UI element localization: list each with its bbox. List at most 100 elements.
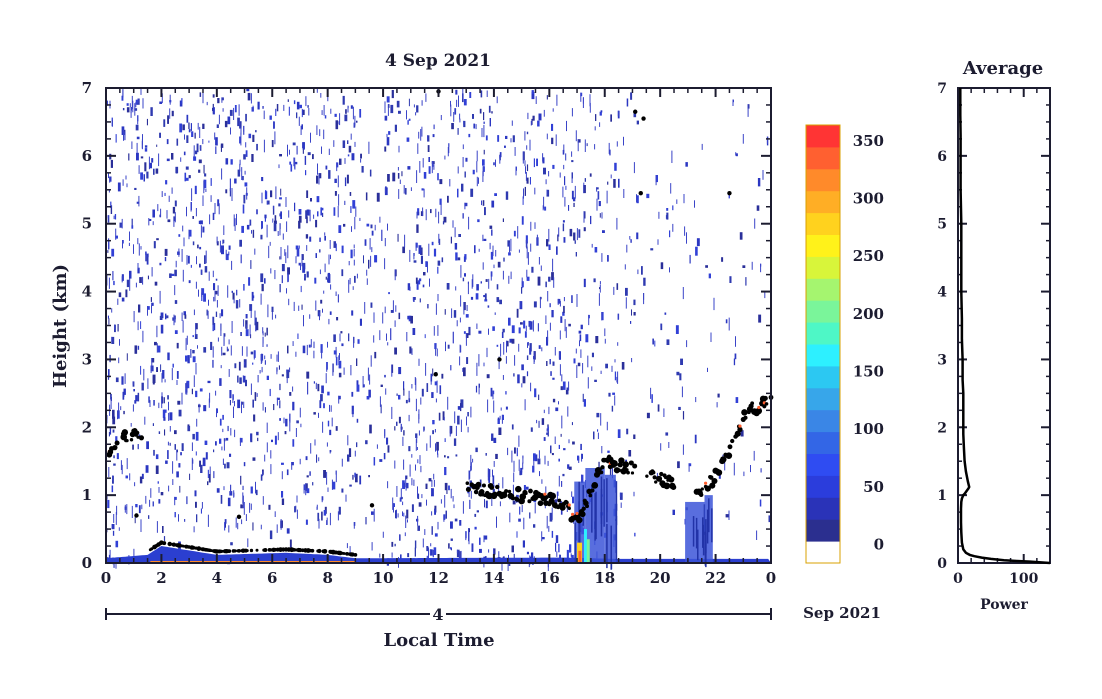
background-noise-pixel <box>425 93 427 102</box>
background-noise-pixel <box>732 99 734 106</box>
background-noise-pixel <box>202 195 204 206</box>
background-noise-pixel <box>110 205 113 214</box>
background-noise-pixel <box>582 393 584 402</box>
background-noise-pixel <box>740 430 744 437</box>
background-noise-pixel <box>513 472 515 483</box>
background-noise-pixel <box>624 264 626 270</box>
background-noise-pixel <box>415 242 418 248</box>
precipitation-streak <box>706 509 709 544</box>
background-noise-pixel <box>165 313 167 320</box>
background-noise-pixel <box>306 190 309 198</box>
background-noise-pixel <box>616 283 619 290</box>
background-noise-pixel <box>194 150 198 155</box>
background-noise-pixel <box>354 115 356 126</box>
profile-frame <box>957 87 1051 564</box>
background-noise-pixel <box>126 353 128 361</box>
background-noise-pixel <box>260 354 262 364</box>
background-noise-pixel <box>344 114 348 122</box>
background-noise-pixel <box>436 380 438 393</box>
background-noise-pixel <box>113 514 115 523</box>
background-noise-pixel <box>607 181 609 185</box>
background-noise-pixel <box>400 554 402 561</box>
background-noise-pixel <box>335 291 337 296</box>
background-noise-pixel <box>160 312 164 319</box>
background-noise-pixel <box>418 245 422 254</box>
background-noise-pixel <box>244 182 248 187</box>
background-noise-pixel <box>447 396 449 410</box>
background-noise-pixel <box>164 429 166 436</box>
cloud-base-point <box>730 438 735 444</box>
background-noise-pixel <box>296 495 298 503</box>
background-noise-pixel <box>205 452 208 460</box>
precipitation-streak <box>591 485 593 533</box>
background-noise-pixel <box>218 114 220 125</box>
background-noise-pixel <box>507 447 509 456</box>
background-noise-pixel <box>108 318 110 325</box>
background-noise-pixel <box>458 234 461 237</box>
cloud-base-point <box>504 489 509 494</box>
background-noise-pixel <box>200 269 202 275</box>
background-noise-pixel <box>523 188 524 199</box>
background-noise-pixel <box>451 123 454 130</box>
background-noise-pixel <box>222 108 224 112</box>
background-noise-pixel <box>380 404 382 414</box>
background-noise-pixel <box>305 234 309 239</box>
background-noise-pixel <box>735 153 738 157</box>
background-noise-pixel <box>289 161 292 165</box>
background-noise-pixel <box>502 375 504 380</box>
background-noise-pixel <box>242 492 244 504</box>
background-noise-pixel <box>305 483 307 496</box>
background-noise-pixel <box>672 223 674 232</box>
background-noise-pixel <box>386 96 390 103</box>
background-noise-pixel <box>530 221 532 231</box>
background-noise-pixel <box>227 497 231 507</box>
background-noise-pixel <box>682 444 684 455</box>
background-noise-pixel <box>479 537 481 545</box>
background-noise-pixel <box>370 255 372 267</box>
background-noise-pixel <box>306 344 308 356</box>
background-noise-pixel <box>294 164 296 170</box>
background-noise-pixel <box>369 238 371 250</box>
background-noise-pixel <box>484 207 486 216</box>
background-noise-pixel <box>483 238 487 241</box>
background-noise-pixel <box>472 169 475 175</box>
background-noise-pixel <box>154 341 157 346</box>
background-noise-pixel <box>271 140 274 148</box>
background-noise-pixel <box>341 458 343 467</box>
background-noise-pixel <box>309 209 311 222</box>
background-noise-pixel <box>109 176 112 182</box>
background-noise-pixel <box>580 349 582 358</box>
background-noise-pixel <box>478 177 479 184</box>
background-noise-pixel <box>306 216 308 224</box>
background-noise-pixel <box>472 274 474 287</box>
colorbar-segment <box>806 541 840 564</box>
background-noise-pixel <box>626 244 628 253</box>
background-noise-pixel <box>457 128 459 135</box>
background-noise-pixel <box>717 393 720 398</box>
background-noise-pixel <box>431 480 433 487</box>
background-noise-pixel <box>530 427 533 432</box>
background-noise-pixel <box>381 229 383 241</box>
background-noise-pixel <box>261 283 264 292</box>
background-noise-pixel <box>210 178 212 186</box>
background-noise-pixel <box>266 224 268 238</box>
background-noise-pixel <box>333 207 336 216</box>
background-noise-pixel <box>221 446 223 451</box>
background-noise-pixel <box>658 211 660 219</box>
background-noise-pixel <box>222 414 224 420</box>
background-noise-pixel <box>557 298 561 304</box>
background-noise-pixel <box>486 347 488 358</box>
background-noise-pixel <box>220 495 223 504</box>
background-noise-pixel <box>263 139 265 153</box>
background-noise-pixel <box>192 356 196 363</box>
cloud-base-point <box>652 475 657 480</box>
background-noise-pixel <box>560 386 563 391</box>
background-noise-pixel <box>529 347 531 355</box>
background-noise-pixel <box>188 129 191 133</box>
background-noise-pixel <box>243 375 246 383</box>
background-noise-pixel <box>338 225 342 233</box>
cloud-base-point <box>700 487 704 491</box>
background-noise-pixel <box>549 303 551 308</box>
background-noise-pixel <box>185 166 189 170</box>
